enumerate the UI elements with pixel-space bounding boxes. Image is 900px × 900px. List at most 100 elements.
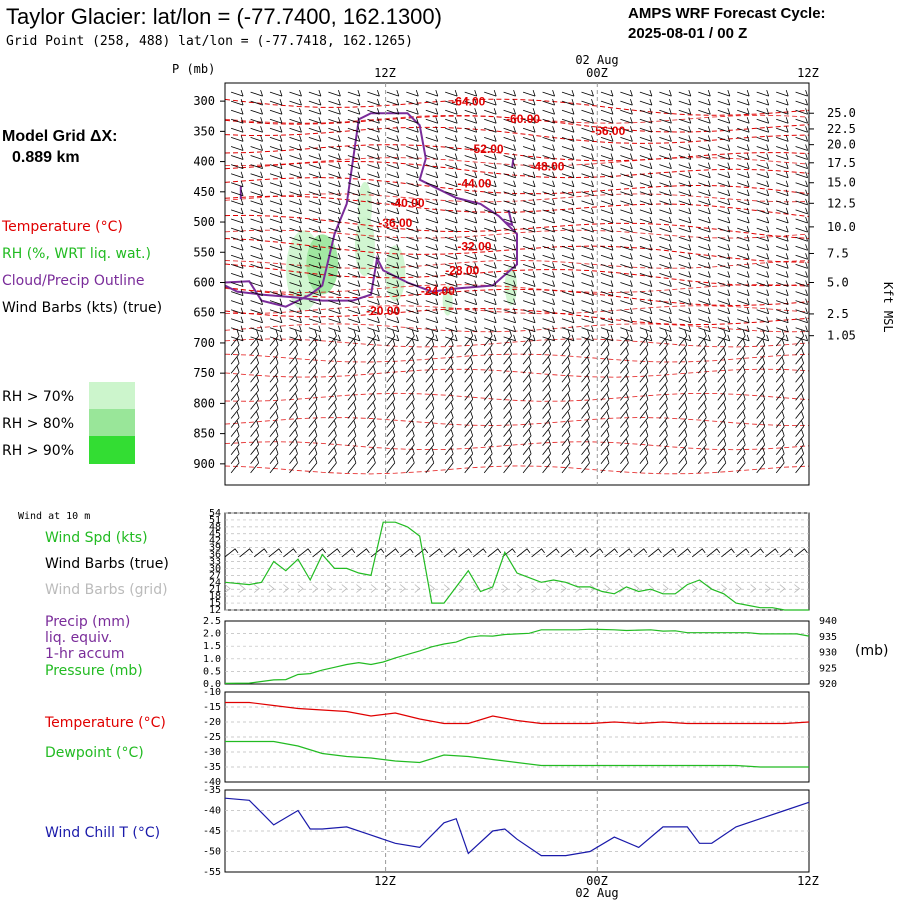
wind-barb [483, 456, 493, 474]
wind-barb [484, 271, 497, 278]
pressure-tick-label: 350 [193, 124, 215, 138]
wind-barb [444, 347, 454, 365]
wind-barb [678, 411, 688, 428]
wind-barb [736, 366, 746, 383]
wind-barb [308, 180, 322, 188]
wind-barb [698, 108, 711, 115]
wind-barb [678, 171, 692, 179]
wind-barb [445, 189, 458, 197]
wind-barb-grid [283, 584, 290, 593]
wind-barb [328, 384, 337, 401]
wind-barb [698, 307, 711, 315]
wind-barb [347, 347, 357, 365]
wind-barb [464, 338, 474, 356]
page-title: Taylor Glacier: lat/lon = (-77.7400, 162… [6, 4, 442, 29]
wind-barb [698, 216, 711, 224]
wind-speed-label: Wind Spd (kts) [45, 530, 148, 546]
wind-barb [503, 456, 512, 474]
wind-barb [269, 171, 283, 179]
wind-barb [464, 235, 478, 242]
wind-barb [717, 456, 727, 474]
wind-barb [561, 357, 571, 374]
wind-barb [561, 235, 575, 242]
wind-barb [542, 347, 551, 365]
wind-barb [230, 325, 244, 333]
temperature-contour [224, 417, 809, 426]
wind-barb [639, 280, 653, 287]
wind-barb [484, 207, 497, 215]
wind-barb [444, 366, 454, 383]
wind-barb [756, 429, 766, 446]
wind-barb [386, 447, 396, 465]
temperature-contour [224, 284, 810, 293]
wind-barb [328, 366, 337, 383]
temperature-panel-frame [224, 691, 810, 783]
wind-barb [503, 244, 516, 251]
wind-barb [795, 289, 808, 296]
wind-barb [542, 289, 555, 296]
wind-barb-true [794, 548, 808, 558]
wind-barb [425, 325, 439, 333]
wind-barb [484, 126, 497, 133]
wind-barb [445, 207, 458, 215]
wind-barb [484, 98, 497, 106]
wind-barb [581, 126, 594, 133]
wind-barb [503, 316, 516, 324]
wind-barb [464, 207, 478, 215]
wind-barb [776, 262, 789, 269]
wind-barb [328, 153, 341, 160]
wind-barb [405, 447, 415, 465]
wind-barb [678, 402, 688, 419]
wind-barb [269, 153, 283, 160]
wind-barb [386, 144, 400, 151]
wind-barb [600, 153, 614, 160]
grid-point-subtitle: Grid Point (258, 488) lat/lon = (-77.741… [6, 34, 413, 49]
wind-barb [776, 325, 789, 333]
wind-barb [269, 271, 283, 278]
wind-barb [698, 144, 711, 151]
wind-barb [230, 289, 244, 296]
cloud-precip-outline [504, 209, 514, 227]
wind-barb [678, 357, 688, 374]
wind-barb [483, 347, 493, 365]
wind-barb [269, 89, 283, 97]
wind-barb [347, 447, 357, 465]
wind-barb [484, 180, 497, 188]
wind-barb [756, 262, 770, 269]
wind-barb [347, 162, 361, 169]
wind-barb [522, 402, 532, 419]
wind-barb [425, 253, 439, 260]
wind-barb [639, 225, 653, 233]
wind-barb [522, 375, 532, 392]
wind-barb [600, 384, 610, 401]
wind-barb [289, 456, 298, 474]
wind-barb [503, 89, 516, 97]
wind-barb [522, 271, 536, 278]
wind-barb [269, 447, 279, 465]
wind-barb [425, 289, 439, 296]
wind-barb [620, 153, 633, 160]
wind-barb [367, 180, 380, 188]
wind-barb [425, 117, 439, 124]
wind-barb [639, 429, 649, 446]
wind-barb [659, 198, 672, 206]
wind-barb [230, 357, 240, 374]
wind-barb [445, 171, 458, 179]
wind-barb [269, 411, 279, 428]
wind-barb [717, 429, 727, 446]
wind-barb [425, 393, 435, 410]
height-tick-label: 10.0 [827, 220, 856, 234]
wind-barb [328, 420, 337, 437]
wind-barb [795, 429, 804, 446]
wind-barb [230, 298, 244, 305]
wind-barb [250, 253, 263, 260]
wind-barb [367, 329, 376, 347]
wind-barb [717, 289, 731, 296]
wind-barb [717, 325, 731, 333]
wind-barb [230, 384, 240, 401]
wind-barb [484, 189, 497, 197]
wind-barb [542, 207, 555, 215]
wind-barb [484, 153, 497, 160]
wind-barb [367, 357, 376, 374]
wind-barb [522, 180, 536, 188]
